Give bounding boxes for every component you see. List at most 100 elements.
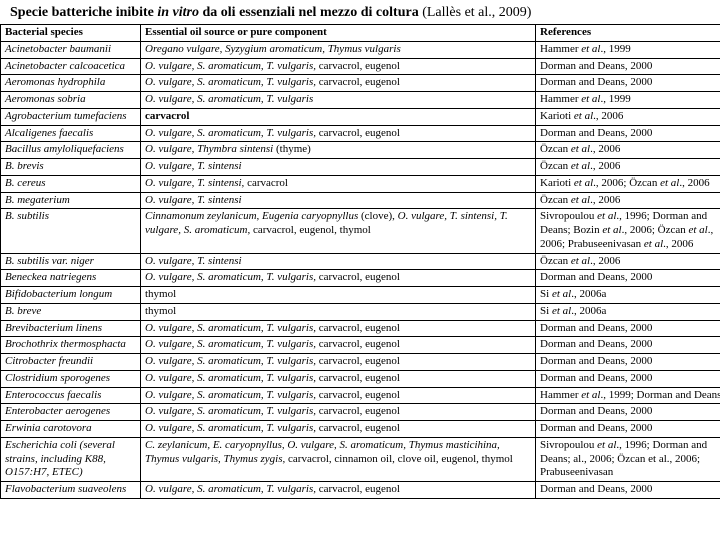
table-row: Flavobacterium suaveolensO. vulgare, S. … [1, 482, 720, 499]
table-row: Clostridium sporogenesO. vulgare, S. aro… [1, 370, 720, 387]
table-row: Enterococcus faecalisO. vulgare, S. arom… [1, 387, 720, 404]
cell-references: Hammer et al., 1999 [536, 92, 720, 109]
cell-references: Özcan et al., 2006 [536, 159, 720, 176]
cell-references: Dorman and Deans, 2000 [536, 370, 720, 387]
cell-species: Bacillus amyloliquefaciens [1, 142, 141, 159]
cell-oil: O. vulgare, S. aromaticum, T. vulgaris, … [141, 75, 536, 92]
table-row: Aeromonas hydrophilaO. vulgare, S. aroma… [1, 75, 720, 92]
cell-oil: O. vulgare, S. aromaticum, T. vulgaris, … [141, 387, 536, 404]
cell-oil: O. vulgare, S. aromaticum, T. vulgaris, … [141, 482, 536, 499]
cell-oil: O. vulgare, T. sintensi [141, 192, 536, 209]
header-oil: Essential oil source or pure component [141, 25, 536, 42]
table-row: Aeromonas sobriaO. vulgare, S. aromaticu… [1, 92, 720, 109]
table-row: Alcaligenes faecalisO. vulgare, S. aroma… [1, 125, 720, 142]
table-row: Bifidobacterium longumthymolSi et al., 2… [1, 287, 720, 304]
cell-species: Agrobacterium tumefaciens [1, 108, 141, 125]
cell-references: Karioti et al., 2006 [536, 108, 720, 125]
title-mid: da oli essenziali nel mezzo di coltura [199, 5, 422, 20]
cell-references: Si et al., 2006a [536, 303, 720, 320]
cell-species: B. subtilis var. niger [1, 253, 141, 270]
cell-references: Hammer et al., 1999; Dorman and Deans [536, 387, 720, 404]
cell-species: Enterococcus faecalis [1, 387, 141, 404]
table-row: B. subtilisCinnamonum zeylanicum, Eugeni… [1, 209, 720, 253]
cell-references: Dorman and Deans, 2000 [536, 354, 720, 371]
cell-species: Acinetobacter baumanii [1, 41, 141, 58]
cell-oil: carvacrol [141, 108, 536, 125]
cell-references: Özcan et al., 2006 [536, 192, 720, 209]
cell-references: Sivropoulou et al., 1996; Dorman and Dea… [536, 437, 720, 481]
table-row: B. megateriumO. vulgare, T. sintensiÖzca… [1, 192, 720, 209]
table-row: Erwinia carotovoraO. vulgare, S. aromati… [1, 421, 720, 438]
cell-references: Dorman and Deans, 2000 [536, 421, 720, 438]
cell-references: Dorman and Deans, 2000 [536, 404, 720, 421]
cell-species: Enterobacter aerogenes [1, 404, 141, 421]
cell-oil: O. vulgare, S. aromaticum, T. vulgaris, … [141, 421, 536, 438]
cell-references: Karioti et al., 2006; Özcan et al., 2006 [536, 175, 720, 192]
cell-oil: O. vulgare, S. aromaticum, T. vulgaris, … [141, 125, 536, 142]
cell-species: Flavobacterium suaveolens [1, 482, 141, 499]
cell-references: Dorman and Deans, 2000 [536, 337, 720, 354]
cell-species: Beneckea natriegens [1, 270, 141, 287]
header-references: References [536, 25, 720, 42]
cell-references: Dorman and Deans, 2000 [536, 270, 720, 287]
cell-oil: O. vulgare, S. aromaticum, T. vulgaris, … [141, 404, 536, 421]
title-italic: in vitro [157, 5, 199, 20]
table-row: Acinetobacter calcoaceticaO. vulgare, S.… [1, 58, 720, 75]
cell-species: Acinetobacter calcoacetica [1, 58, 141, 75]
cell-oil: O. vulgare, T. sintensi [141, 253, 536, 270]
cell-oil: O. vulgare, Thymbra sintensi (thyme) [141, 142, 536, 159]
cell-oil: O. vulgare, S. aromaticum, T. vulgaris, … [141, 370, 536, 387]
cell-references: Dorman and Deans, 2000 [536, 58, 720, 75]
cell-species: Brevibacterium linens [1, 320, 141, 337]
cell-oil: Oregano vulgare, Syzygium aromaticum, Th… [141, 41, 536, 58]
cell-species: B. brevis [1, 159, 141, 176]
table-row: Bacillus amyloliquefaciensO. vulgare, Th… [1, 142, 720, 159]
cell-species: Aeromonas sobria [1, 92, 141, 109]
cell-species: Bifidobacterium longum [1, 287, 141, 304]
cell-oil: O. vulgare, T. sintensi [141, 159, 536, 176]
table-row: Brevibacterium linensO. vulgare, S. arom… [1, 320, 720, 337]
cell-species: Brochothrix thermosphacta [1, 337, 141, 354]
cell-species: B. breve [1, 303, 141, 320]
cell-oil: C. zeylanicum, E. caryopnyllus, O. vulga… [141, 437, 536, 481]
cell-species: B. cereus [1, 175, 141, 192]
table-row: B. cereusO. vulgare, T. sintensi, carvac… [1, 175, 720, 192]
cell-oil: thymol [141, 287, 536, 304]
table-row: Citrobacter freundiiO. vulgare, S. aroma… [1, 354, 720, 371]
cell-species: Aeromonas hydrophila [1, 75, 141, 92]
cell-references: Hammer et al., 1999 [536, 41, 720, 58]
cell-oil: O. vulgare, S. aromaticum, T. vulgaris [141, 92, 536, 109]
table-row: B. brevethymolSi et al., 2006a [1, 303, 720, 320]
cell-species: Alcaligenes faecalis [1, 125, 141, 142]
page-title: Specie batteriche inibite in vitro da ol… [0, 0, 720, 24]
cell-references: Dorman and Deans, 2000 [536, 75, 720, 92]
cell-species: Escherichia coli (several strains, inclu… [1, 437, 141, 481]
table-row: Agrobacterium tumefacienscarvacrolKariot… [1, 108, 720, 125]
cell-species: B. megaterium [1, 192, 141, 209]
table-row: Beneckea natriegensO. vulgare, S. aromat… [1, 270, 720, 287]
cell-oil: thymol [141, 303, 536, 320]
cell-oil: Cinnamonum zeylanicum, Eugenia caryopnyl… [141, 209, 536, 253]
cell-oil: O. vulgare, S. aromaticum, T. vulgaris, … [141, 270, 536, 287]
table-row: B. brevisO. vulgare, T. sintensiÖzcan et… [1, 159, 720, 176]
title-prefix: Specie batteriche inibite [10, 5, 157, 20]
header-species: Bacterial species [1, 25, 141, 42]
cell-references: Dorman and Deans, 2000 [536, 320, 720, 337]
cell-oil: O. vulgare, S. aromaticum, T. vulgaris, … [141, 58, 536, 75]
cell-species: Clostridium sporogenes [1, 370, 141, 387]
table-row: Escherichia coli (several strains, inclu… [1, 437, 720, 481]
cell-oil: O. vulgare, S. aromaticum, T. vulgaris, … [141, 320, 536, 337]
title-paren: (Lallès et al., 2009) [422, 5, 531, 20]
cell-references: Dorman and Deans, 2000 [536, 125, 720, 142]
cell-references: Dorman and Deans, 2000 [536, 482, 720, 499]
cell-references: Özcan et al., 2006 [536, 253, 720, 270]
cell-species: Erwinia carotovora [1, 421, 141, 438]
cell-oil: O. vulgare, S. aromaticum, T. vulgaris, … [141, 337, 536, 354]
table-row: B. subtilis var. nigerO. vulgare, T. sin… [1, 253, 720, 270]
cell-oil: O. vulgare, S. aromaticum, T. vulgaris, … [141, 354, 536, 371]
table-row: Brochothrix thermosphactaO. vulgare, S. … [1, 337, 720, 354]
cell-species: B. subtilis [1, 209, 141, 253]
cell-species: Citrobacter freundii [1, 354, 141, 371]
table-row: Enterobacter aerogenesO. vulgare, S. aro… [1, 404, 720, 421]
cell-references: Özcan et al., 2006 [536, 142, 720, 159]
